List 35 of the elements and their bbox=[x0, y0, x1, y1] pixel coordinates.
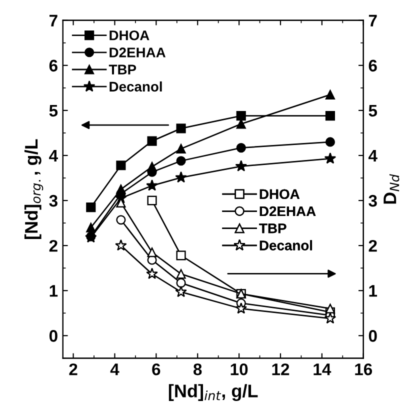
x-axis-title: [Nd]$_{int}$, g/L bbox=[168, 384, 258, 402]
y2-tick-label: 3 bbox=[368, 194, 377, 207]
y2-tick-label: 1 bbox=[369, 285, 378, 297]
x-tick-label: 4 bbox=[110, 364, 120, 376]
y2-tick-label: 6 bbox=[368, 60, 377, 72]
x-tick-label: 8 bbox=[194, 363, 202, 376]
y2-tick-label: 4 bbox=[368, 150, 378, 162]
legend-label: TBP bbox=[259, 224, 286, 234]
y-tick-label: 6 bbox=[49, 60, 58, 72]
y-axis-title: [Nd]$_{org.}$, g/L bbox=[24, 139, 44, 239]
legend-label: Decanol bbox=[110, 81, 162, 92]
y-tick-label: 0 bbox=[49, 330, 58, 342]
y2-tick-label: 2 bbox=[368, 240, 377, 252]
y-tick-label: 1 bbox=[50, 285, 58, 297]
legend-label: D2EHAA bbox=[110, 48, 166, 58]
x-tick-label: 14 bbox=[314, 364, 332, 376]
legend-label: DHOA bbox=[260, 189, 300, 200]
legend-label: TBP bbox=[108, 64, 136, 74]
x-tick-label: 10 bbox=[230, 363, 248, 376]
y2-tick-label: 5 bbox=[368, 105, 378, 117]
legend-label: DHOA bbox=[110, 30, 150, 40]
x-tick-label: 6 bbox=[152, 363, 160, 376]
y-tick-label: 3 bbox=[49, 194, 58, 207]
y2-axis-title: D$_{Nd}$ bbox=[384, 174, 400, 204]
legend-label: Decanol bbox=[260, 240, 312, 250]
y-tick-label: 2 bbox=[49, 240, 58, 252]
y2-tick-label: 0 bbox=[368, 330, 377, 342]
x-tick-label: 2 bbox=[69, 363, 78, 376]
legend-label: D2EHAA bbox=[260, 206, 316, 216]
y-tick-label: 7 bbox=[50, 14, 58, 26]
y-tick-label: 4 bbox=[49, 150, 58, 162]
y2-tick-label: 7 bbox=[368, 14, 377, 26]
y-tick-label: 5 bbox=[49, 105, 58, 117]
x-tick-label: 16 bbox=[355, 363, 372, 376]
x-tick-label: 12 bbox=[272, 363, 290, 376]
